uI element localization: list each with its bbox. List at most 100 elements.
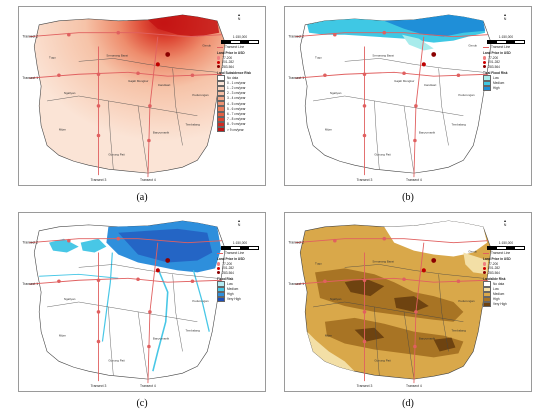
risk-item: 4 - 5 cm/year xyxy=(227,101,246,106)
district-pedurungan: Pedurungan xyxy=(192,93,208,97)
district-mijen: Mijen xyxy=(325,334,332,338)
risk-item: Medium xyxy=(493,80,505,85)
district-tugu: Tugu xyxy=(49,55,56,59)
risk-item: No data xyxy=(493,281,505,286)
risk-item: 0 - 1 cm/year xyxy=(227,80,246,85)
price-title: Land Price in USD xyxy=(483,257,511,262)
district-genuk: Genuk xyxy=(202,44,211,48)
transect-4-label: Transect 4 xyxy=(140,178,156,182)
map-panel-d: Transect 1 Transect 2 Transect 3 Transec… xyxy=(284,212,532,392)
district-banyumanik: Banyumanik xyxy=(153,337,170,341)
risk-item: 7 - 8 cm/year xyxy=(227,117,246,122)
district-tembalang: Tembalang xyxy=(452,123,467,127)
risk-item: Low xyxy=(227,281,233,286)
risk-item: 5 - 6 cm/year xyxy=(227,106,246,111)
price-title: Land Price in USD xyxy=(217,51,245,56)
district-gajah-mungkur: Gajah Mungkur xyxy=(394,79,414,83)
price-title: Land Price in USD xyxy=(217,257,245,262)
risk-title: Tidal Flood Risk xyxy=(483,70,508,75)
scale-text: 1:150,000 xyxy=(498,35,514,39)
risk-title: Flood Risk xyxy=(217,276,234,281)
district-ngaliyan: Ngaliyan xyxy=(330,91,342,95)
district-pedurungan: Pedurungan xyxy=(192,299,208,303)
district-candisari: Candisari xyxy=(158,83,171,87)
district-ngaliyan: Ngaliyan xyxy=(330,297,342,301)
district-genuk: Genuk xyxy=(468,44,477,48)
risk-item: 1 - 2 cm/year xyxy=(227,86,246,91)
district-tembalang: Tembalang xyxy=(186,123,201,127)
transect-2-label: Transect 2 xyxy=(288,35,304,39)
risk-item: 8 - 9 cm/year xyxy=(227,122,246,127)
north-arrow-icon: ▲ N xyxy=(503,219,507,227)
price-2: 201-282 xyxy=(488,266,500,271)
district-genuk: Genuk xyxy=(468,250,477,254)
district-banyumanik: Banyumanik xyxy=(419,337,436,341)
price-1: 77-200 xyxy=(222,55,233,60)
risk-item: 3 - 4 cm/year xyxy=(227,96,246,101)
risk-item: No data xyxy=(227,75,239,80)
scale-text: 1:150,000 xyxy=(232,241,248,245)
district-mijen: Mijen xyxy=(325,128,332,132)
district-gajah-mungkur: Gajah Mungkur xyxy=(128,79,148,83)
district-mijen: Mijen xyxy=(59,334,66,338)
transect-line-label: Transect Line xyxy=(491,250,511,255)
district-tembalang: Tembalang xyxy=(452,329,467,333)
transect-1-label: Transect 1 xyxy=(22,76,38,80)
price-2: 201-282 xyxy=(222,60,234,65)
district-candisari: Candisari xyxy=(424,83,437,87)
map-panel-b: Transect 1 Transect 2 Transect 3 Transec… xyxy=(284,6,532,186)
district-tugu: Tugu xyxy=(315,55,322,59)
risk-item: > 9 cm/year xyxy=(227,127,244,132)
risk-title: Land Subsidence Risk xyxy=(217,70,252,75)
caption-a: (a) xyxy=(136,192,148,203)
scale-bar xyxy=(221,246,259,250)
legend-d: 1:150,000 Transect Line Land Price in US… xyxy=(483,241,529,308)
district-pedurungan: Pedurungan xyxy=(458,299,474,303)
district-gunungpati: Gunung Pati xyxy=(108,152,125,156)
price-1: 77-200 xyxy=(222,261,233,266)
transect-1-label: Transect 1 xyxy=(288,76,304,80)
risk-item: 6 - 7 cm/year xyxy=(227,112,246,117)
transect-4-label: Transect 4 xyxy=(406,384,422,388)
transect-3-label: Transect 3 xyxy=(91,178,107,182)
caption-c: (c) xyxy=(136,398,148,409)
district-ngaliyan: Ngaliyan xyxy=(64,91,76,95)
transect-2-label: Transect 2 xyxy=(288,241,304,245)
district-banyumanik: Banyumanik xyxy=(153,131,170,135)
map-panel-c: Transect 1 Transect 2 Transect 3 Transec… xyxy=(18,212,266,392)
risk-item: Medium xyxy=(493,292,505,297)
transect-4-label: Transect 4 xyxy=(406,178,422,182)
district-semarang-barat: Semarang Barat xyxy=(372,259,394,263)
district-gunungpati: Gunung Pati xyxy=(374,152,391,156)
transect-3-label: Transect 3 xyxy=(357,178,373,182)
north-arrow-icon: ▲ N xyxy=(237,13,241,21)
transect-2-label: Transect 2 xyxy=(22,35,38,39)
map-b-svg: Transect 1 Transect 2 Transect 3 Transec… xyxy=(288,14,492,182)
price-3: 283-564 xyxy=(488,270,500,275)
caption-d: (d) xyxy=(402,398,414,409)
risk-item: Low xyxy=(493,286,499,291)
price-3: 283-564 xyxy=(222,64,234,69)
price-3: 283-564 xyxy=(222,270,234,275)
risk-item: High xyxy=(227,292,234,297)
price-3: 283-564 xyxy=(488,64,500,69)
legend-a: 1:150,000 Transect Line Land Price in US… xyxy=(217,35,263,133)
transect-line-label: Transect Line xyxy=(225,250,245,255)
scale-text: 1:150,000 xyxy=(232,35,248,39)
district-pedurungan: Pedurungan xyxy=(458,93,474,97)
price-2: 201-282 xyxy=(488,60,500,65)
map-panel-a: Transect 1 Transect 2 Transect 3 Transec… xyxy=(18,6,266,186)
price-1: 77-200 xyxy=(488,261,499,266)
transect-4-label: Transect 4 xyxy=(140,384,156,388)
risk-item: Low xyxy=(493,75,499,80)
district-tembalang: Tembalang xyxy=(186,329,201,333)
caption-b: (b) xyxy=(402,192,414,203)
risk-item: Very High xyxy=(493,302,507,307)
risk-item: Very High xyxy=(227,297,241,302)
transect-3-label: Transect 3 xyxy=(91,384,107,388)
scale-bar xyxy=(487,246,525,250)
price-title: Land Price in USD xyxy=(483,51,511,56)
north-arrow-icon: ▲ N xyxy=(503,13,507,21)
transect-2-label: Transect 2 xyxy=(22,241,38,245)
risk-item: High xyxy=(493,297,500,302)
